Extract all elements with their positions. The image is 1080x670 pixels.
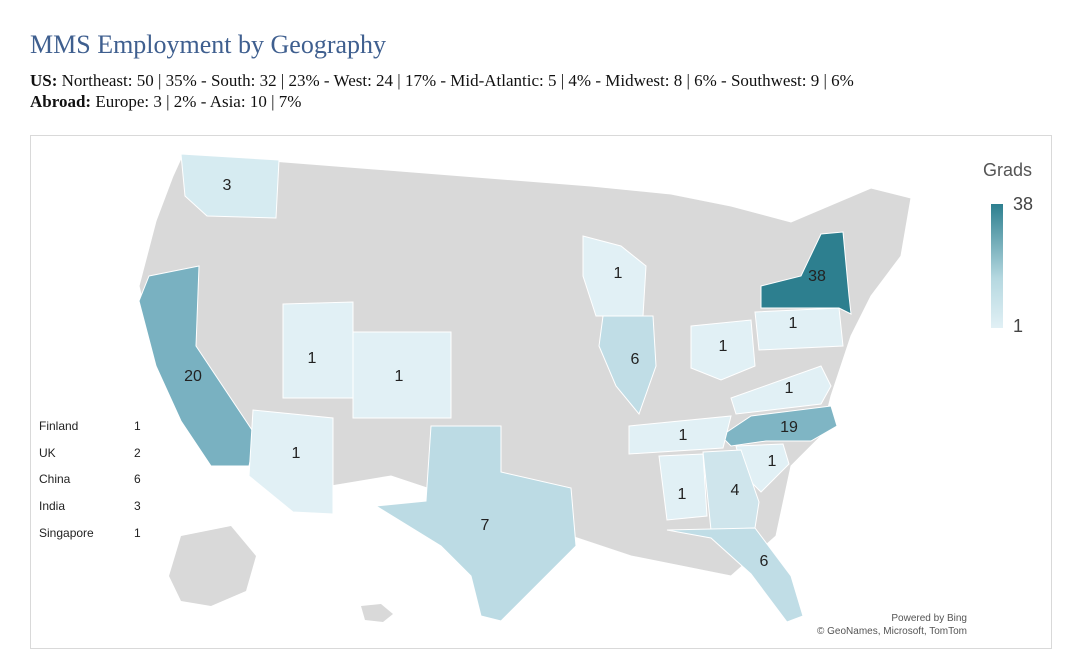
abroad-summary-line: Abroad: Europe: 3 | 2% - Asia: 10 | 7%: [30, 91, 854, 112]
abroad-country: China: [39, 472, 71, 487]
state-georgia[interactable]: [702, 449, 760, 531]
state-new-york[interactable]: [760, 231, 852, 315]
state-arizona[interactable]: [248, 409, 334, 515]
us-map: 3 20 1 1 1 7 1 6 1 1 38 1 19 1 1 1 4 6: [138, 153, 912, 623]
state-utah[interactable]: [282, 301, 354, 399]
abroad-country: Finland: [39, 419, 79, 433]
state-label-tennessee: 1: [679, 427, 688, 444]
state-colorado[interactable]: [352, 331, 452, 419]
legend-max-value: 38: [1013, 194, 1034, 214]
state-label-south-carolina: 1: [768, 453, 777, 470]
abroad-count: 1: [134, 525, 141, 540]
page-title: MMS Employment by Geography: [30, 30, 387, 59]
state-california[interactable]: [138, 265, 257, 467]
abroad-country: Singapore: [39, 525, 94, 540]
state-texas[interactable]: [374, 425, 577, 622]
state-label-washington: 3: [223, 177, 232, 194]
abroad-count: 6: [134, 472, 141, 487]
abroad-summary-label: Abroad:: [30, 92, 92, 111]
abroad-row: Finland 1: [39, 419, 159, 446]
state-alabama[interactable]: [658, 453, 708, 521]
state-label-arizona: 1: [292, 445, 301, 462]
abroad-table: Finland 1 UK 2 China 6 India 3 Singapore 1: [39, 419, 159, 552]
abroad-row: UK 2: [39, 446, 159, 473]
us-summary-label: US:: [30, 71, 58, 90]
state-virginia[interactable]: [730, 365, 832, 415]
alaska-shape: [169, 526, 256, 606]
state-label-colorado: 1: [395, 368, 404, 385]
state-tennessee[interactable]: [628, 415, 732, 455]
us-summary-text: Northeast: 50 | 35% - South: 32 | 23% - …: [61, 71, 854, 90]
abroad-summary-text: Europe: 3 | 2% - Asia: 10 | 7%: [95, 92, 302, 111]
state-florida[interactable]: [666, 527, 804, 623]
abroad-count: 1: [134, 419, 141, 433]
state-label-new-york: 38: [808, 268, 826, 285]
state-label-ohio: 1: [719, 338, 728, 355]
credit-powered-by: Powered by Bing: [891, 613, 967, 624]
summary-block: US: Northeast: 50 | 35% - South: 32 | 23…: [30, 70, 854, 112]
map-credit: Powered by Bing © GeoNames, Microsoft, T…: [817, 612, 967, 638]
state-label-wisconsin: 1: [614, 265, 623, 282]
abroad-row: Singapore 1: [39, 526, 159, 553]
legend-title: Grads: [983, 160, 1033, 180]
state-washington[interactable]: [180, 153, 280, 219]
credit-sources: © GeoNames, Microsoft, TomTom: [817, 626, 967, 637]
state-label-illinois: 6: [631, 351, 640, 368]
abroad-count: 3: [134, 499, 141, 514]
state-label-california: 20: [184, 368, 202, 385]
state-label-alabama: 1: [678, 486, 687, 503]
legend-min-value: 1: [1013, 316, 1024, 336]
legend-color-scale: [991, 204, 1003, 328]
us-summary-line: US: Northeast: 50 | 35% - South: 32 | 23…: [30, 70, 854, 91]
map-frame: 3 20 1 1 1 7 1 6 1 1 38 1 19 1 1 1 4 6 G…: [30, 135, 1052, 649]
state-ohio[interactable]: [690, 319, 756, 381]
state-label-utah: 1: [308, 350, 317, 367]
abroad-country: India: [39, 499, 66, 514]
state-north-carolina[interactable]: [720, 405, 838, 447]
state-label-virginia: 1: [785, 380, 794, 397]
abroad-country: UK: [39, 445, 56, 460]
state-illinois[interactable]: [598, 315, 657, 416]
state-pennsylvania[interactable]: [754, 307, 844, 351]
state-label-florida: 6: [760, 553, 769, 570]
abroad-row: China 6: [39, 472, 159, 499]
state-label-georgia: 4: [731, 482, 740, 499]
abroad-count: 2: [134, 445, 141, 460]
state-label-north-carolina: 19: [780, 419, 798, 436]
hawaii-shape: [361, 604, 393, 622]
abroad-row: India 3: [39, 499, 159, 526]
state-label-pennsylvania: 1: [789, 315, 798, 332]
state-label-texas: 7: [481, 517, 490, 534]
